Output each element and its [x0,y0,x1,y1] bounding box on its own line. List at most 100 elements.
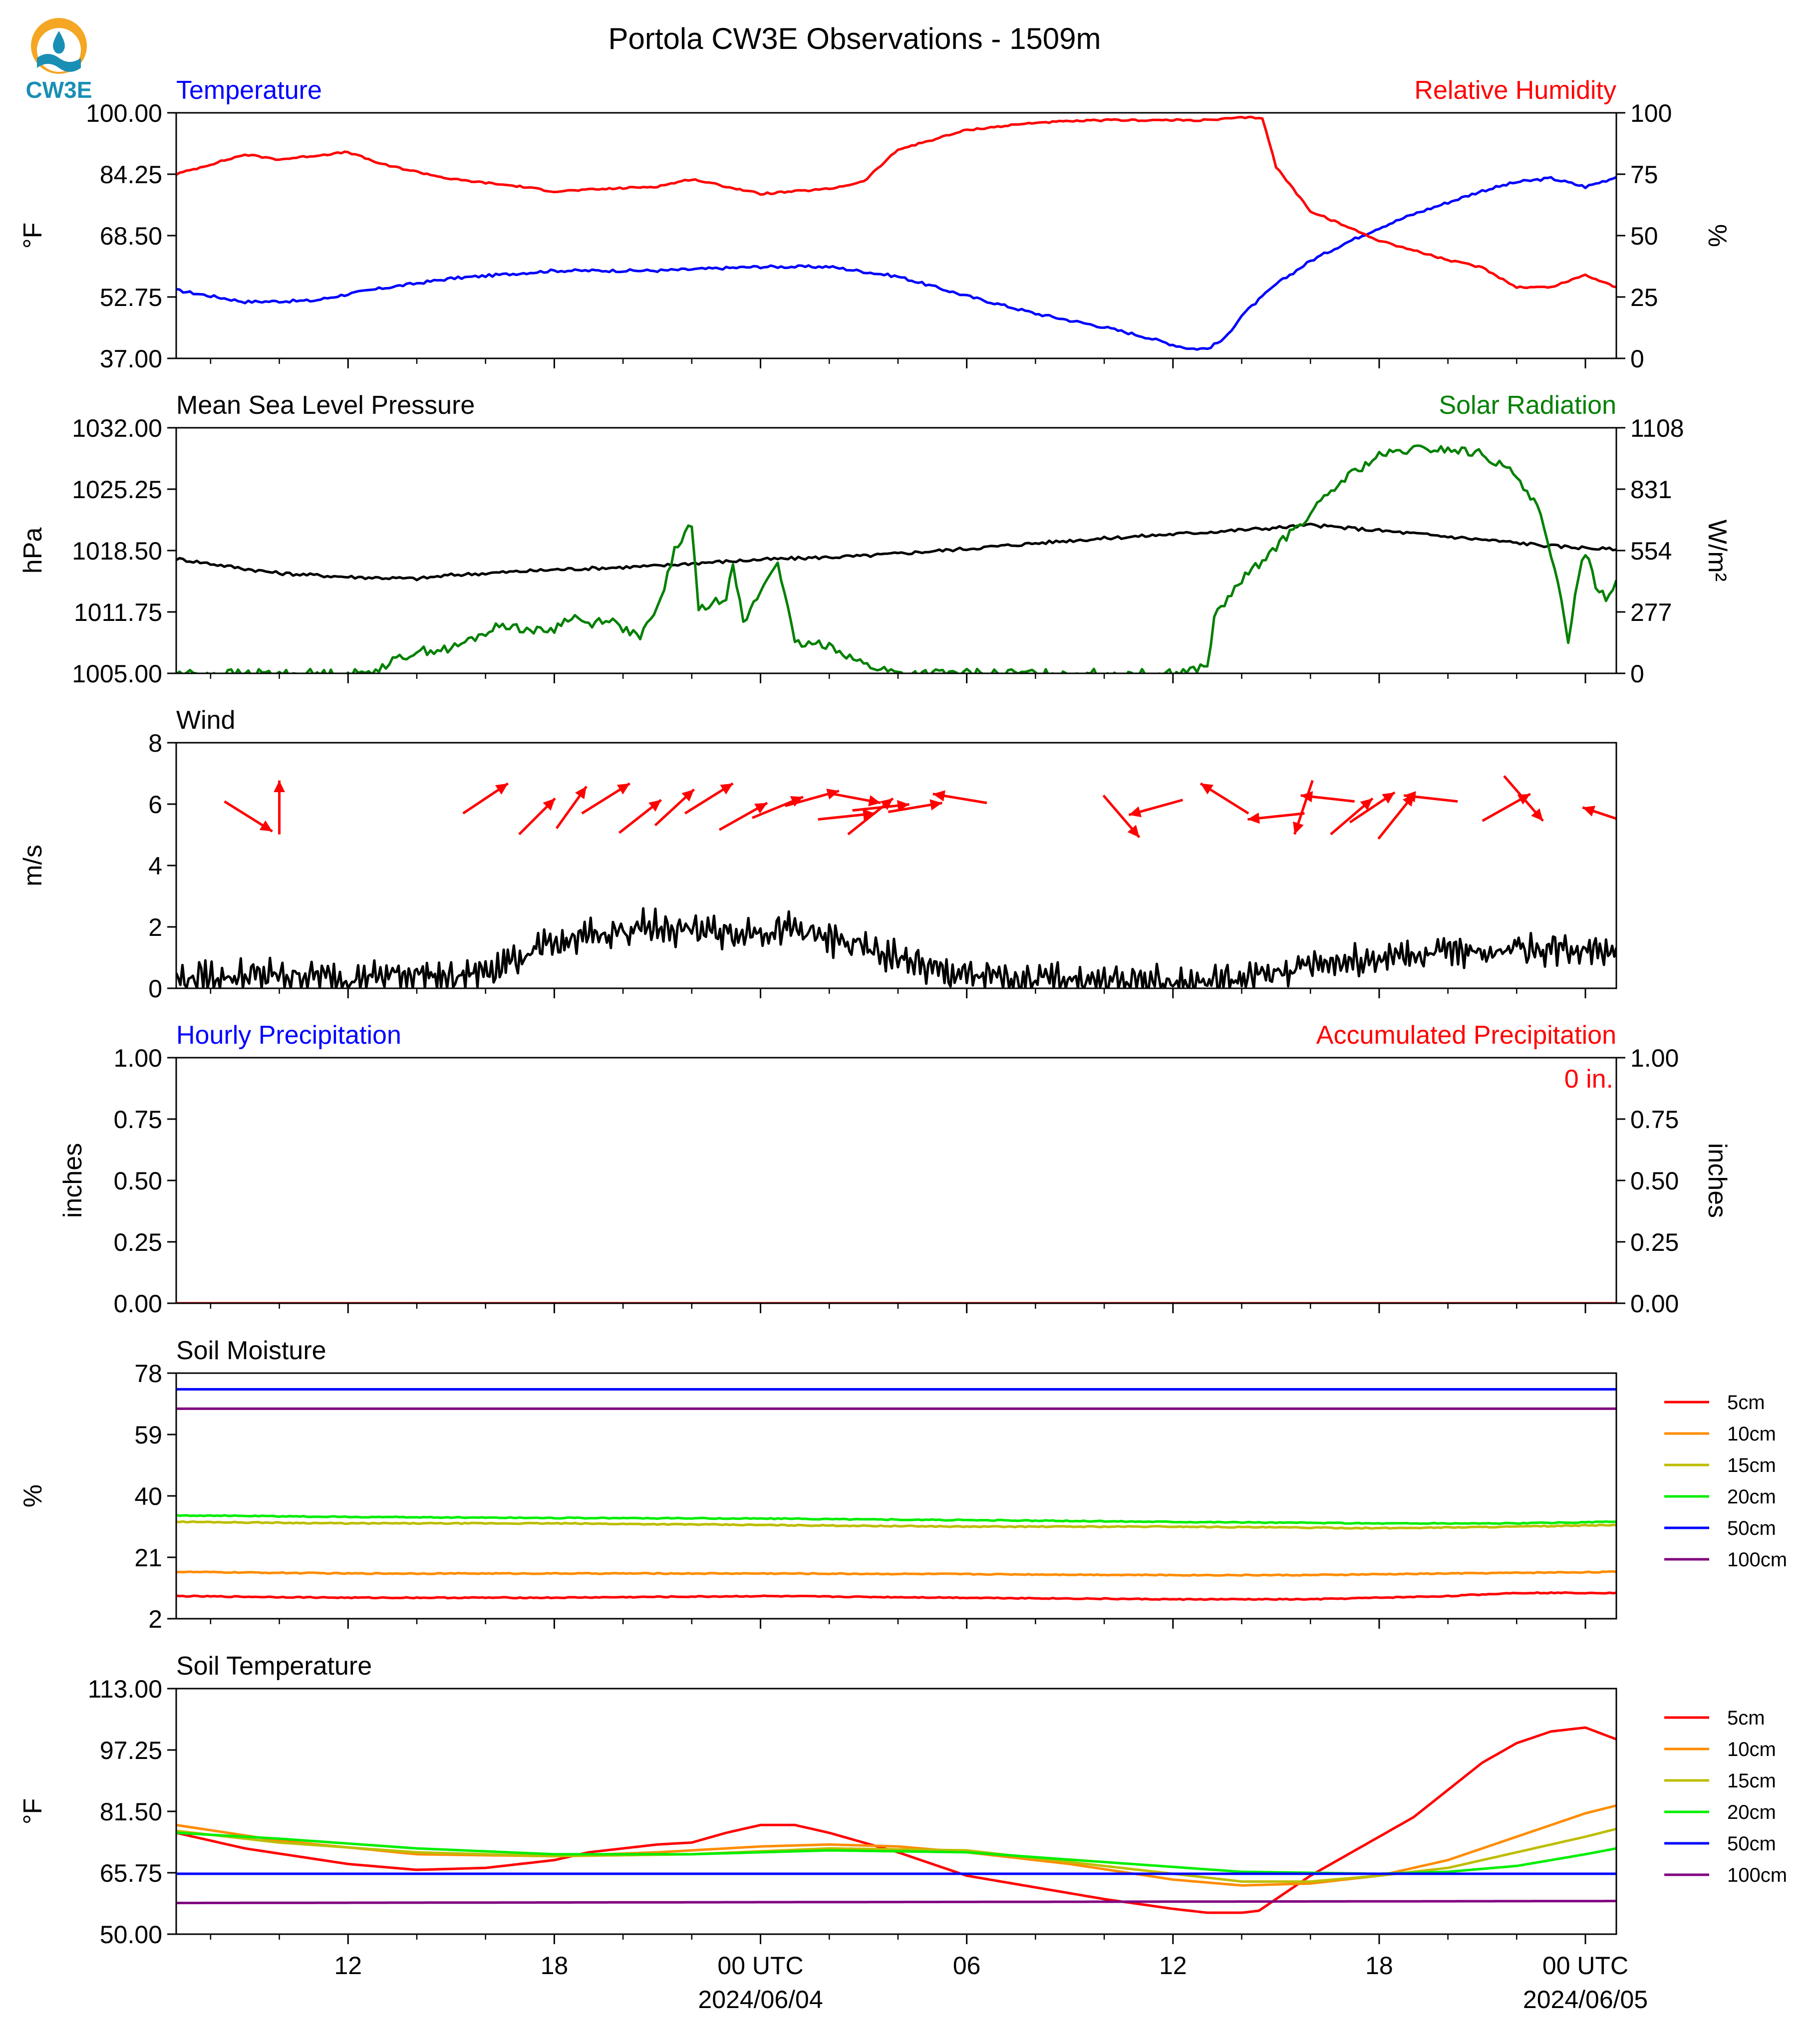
y-tick-label-left: 81.50 [100,1798,162,1826]
legend-label-15cm: 15cm [1727,1770,1776,1792]
wind-arrow [785,788,840,808]
y-tick-label-right: 100 [1630,99,1672,127]
wind-arrow [618,799,662,834]
wind-arrow-head [1382,792,1395,804]
wind-arrow-head [720,783,733,795]
panel-frame [175,1372,1617,1620]
logo-text: CW3E [26,77,92,103]
x-tick-label: 12 [334,1952,362,1980]
wind-arrow [462,782,509,815]
y-tick-label-left: 97.25 [100,1737,162,1764]
wind-arrow [1293,780,1314,835]
wind-arrow-head [1129,806,1142,818]
y-axis-label-right: inches [1703,1143,1732,1218]
y-tick-label-left: 52.75 [100,284,162,311]
y-axis-label-left: m/s [18,845,47,886]
wind-arrow-head [681,789,694,802]
wind-arrow-head [929,799,942,811]
panel-title-right: Relative Humidity [1414,76,1616,105]
wind-arrow-head [868,795,881,807]
legend-label-100cm: 100cm [1727,1549,1787,1571]
y-axis-label-left: °F [18,1798,47,1825]
legend-label-5cm: 5cm [1727,1392,1765,1414]
y-axis-label-left: inches [58,1143,87,1218]
wind-arrow-head [1531,808,1543,821]
y-tick-label-left: 2 [148,913,162,941]
series-line-left [176,907,1616,988]
wind-arrow [581,782,631,815]
wind-arrow-head [897,800,910,812]
series-line-right [176,115,1616,290]
series-line-left [176,523,1616,581]
wind-arrow [888,799,942,814]
y-tick-label-left: 21 [134,1544,162,1572]
chart-panels: 100.00 84.25 68.50 52.75 37.00 100 75 50 25 0 Temp… [18,76,1787,2014]
wind-arrow-head [575,786,587,800]
wind-arrow-head [1127,825,1140,838]
wind-arrow [1300,791,1355,803]
plot-area [176,1388,1616,1601]
y-tick-label-left: 2 [148,1605,162,1633]
wind-arrow-head [1360,798,1373,811]
plot-area [176,444,1616,673]
y-tick-label-left: 100.00 [86,99,162,127]
wind-arrow [832,793,881,807]
panel-frame [175,112,1617,359]
wind-arrow [932,790,987,805]
wind-arrow [1128,799,1184,818]
y-tick-label-left: 1005.00 [72,660,162,688]
x-tick-label: 18 [1365,1952,1393,1980]
x-date-label: 2024/06/04 [698,1986,823,2014]
panel-title-left: Soil Moisture [176,1336,326,1365]
panel-title-right: Solar Radiation [1439,391,1616,420]
y-tick-label-right: 554 [1630,537,1672,565]
y-tick-label-left: 1018.50 [72,537,162,565]
y-tick-label-right: 0.00 [1630,1290,1679,1318]
y-axis-label-left: % [18,1484,47,1507]
wind-arrow-head [932,790,945,802]
x-tick-label: 18 [541,1952,569,1980]
wind-arrow [1349,791,1396,824]
y-axis-label-left: °F [18,223,47,249]
wind-arrow-head [1402,794,1415,807]
y-tick-label-left: 65.75 [100,1859,162,1887]
y-tick-label-left: 1011.75 [74,598,162,626]
legend-label-15cm: 15cm [1727,1454,1776,1476]
y-axis-label-left: hPa [18,528,47,574]
y-tick-label-left: 0.00 [114,1290,162,1318]
wind-arrow [1102,794,1141,839]
wind-arrow-head [1201,783,1213,795]
y-tick-label-right: 50 [1630,222,1658,250]
y-tick-label-right: 277 [1630,598,1672,626]
y-tick-label-left: 1025.25 [72,476,162,504]
y-tick-label-left: 8 [148,729,162,757]
plot-area [176,1726,1616,1914]
wind-arrow [518,797,556,836]
wind-arrow [274,780,285,835]
series-line-10cm [176,1570,1616,1577]
wind-arrow [555,786,588,830]
y-tick-label-right: 0.25 [1630,1228,1679,1256]
wind-arrow-head [616,783,630,795]
y-tick-label-left: 113.00 [88,1675,162,1703]
panel-title-left: Soil Temperature [176,1652,372,1681]
series-line-5cm [176,1591,1616,1601]
legend: 5cm 10cm 15cm 20cm 50cm 100cm [1664,1392,1787,1571]
panel-title-right: Accumulated Precipitation [1316,1021,1616,1050]
series-line-15cm [176,1520,1616,1530]
y-tick-label-left: 4 [148,852,162,880]
panel-0: 100.00 84.25 68.50 52.75 37.00 100 75 50 25 0 Temp… [18,76,1732,373]
series-line-20cm [176,1514,1616,1525]
y-tick-label-right: 0.75 [1630,1106,1679,1134]
wind-arrow [1330,797,1374,836]
y-tick-label-right: 831 [1630,476,1672,504]
panel-frame [175,1057,1617,1304]
y-tick-label-left: 0.25 [114,1228,162,1256]
wind-arrow [1200,782,1249,815]
logo-wave-shape [37,54,81,72]
y-tick-label-right: 75 [1630,161,1658,189]
y-tick-label-left: 37.00 [100,345,162,373]
wind-arrow-head [543,798,555,811]
